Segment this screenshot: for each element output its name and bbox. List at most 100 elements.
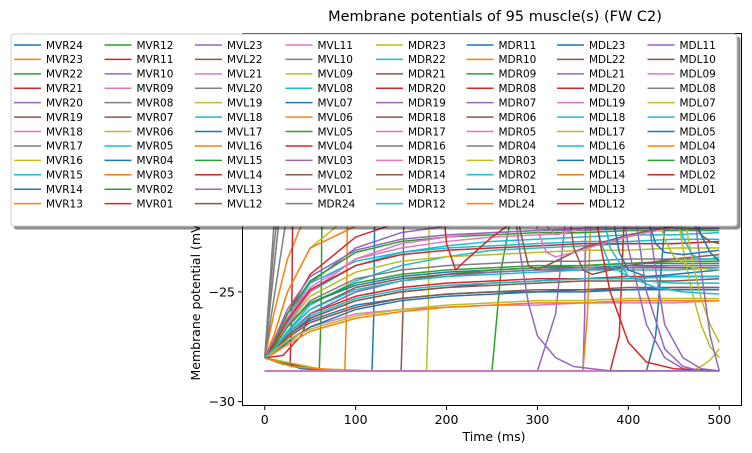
legend-label-mdl21: MDL21 bbox=[589, 69, 625, 81]
legend-label-mdl05: MDL05 bbox=[680, 126, 716, 138]
legend-label-mvl04: MVL04 bbox=[318, 141, 354, 153]
y-tick-label: −30 bbox=[209, 394, 235, 409]
legend-label-mvr14: MVR14 bbox=[46, 184, 83, 196]
legend-label-mdr11: MDR11 bbox=[499, 40, 537, 52]
legend-label-mdr15: MDR15 bbox=[408, 155, 446, 167]
legend-label-mdr10: MDR10 bbox=[499, 54, 537, 66]
series-line-mvl06 bbox=[264, 299, 720, 359]
x-tick-label: 500 bbox=[707, 412, 731, 427]
series-line-mvl03 bbox=[264, 227, 720, 359]
legend-label-mdr23: MDR23 bbox=[408, 40, 446, 52]
legend-label-mdl15: MDL15 bbox=[589, 155, 625, 167]
legend-box bbox=[10, 33, 738, 227]
legend-label-mvr09: MVR09 bbox=[137, 83, 174, 95]
legend-label-mvl20: MVL20 bbox=[227, 83, 262, 95]
legend-label-mdr04: MDR04 bbox=[499, 141, 537, 153]
legend-label-mvl15: MVL15 bbox=[227, 155, 262, 167]
legend-label-mvl23: MVL23 bbox=[227, 40, 262, 52]
x-tick-label: 200 bbox=[435, 412, 459, 427]
legend-label-mvr20: MVR20 bbox=[46, 97, 83, 109]
legend-label-mdl19: MDL19 bbox=[589, 97, 625, 109]
legend-label-mvl19: MVL19 bbox=[227, 97, 262, 109]
legend-label-mdl20: MDL20 bbox=[589, 83, 625, 95]
legend-label-mdr01: MDR01 bbox=[499, 184, 537, 196]
legend-label-mdl24: MDL24 bbox=[499, 198, 536, 210]
legend-label-mdl22: MDL22 bbox=[589, 54, 625, 66]
legend-label-mvr19: MVR19 bbox=[46, 112, 83, 124]
legend-label-mdr22: MDR22 bbox=[408, 54, 446, 66]
legend-label-mvr01: MVR01 bbox=[137, 198, 174, 210]
legend-label-mdl16: MDL16 bbox=[589, 141, 626, 153]
x-tick-label: 300 bbox=[526, 412, 550, 427]
legend-label-mvr16: MVR16 bbox=[46, 155, 83, 167]
legend-label-mvl11: MVL11 bbox=[318, 40, 353, 52]
legend-label-mvl17: MVL17 bbox=[227, 126, 262, 138]
legend-label-mdl01: MDL01 bbox=[680, 184, 716, 196]
legend-label-mdl02: MDL02 bbox=[680, 170, 716, 182]
series-line-mdr23 bbox=[264, 297, 720, 359]
series-line-mvl02 bbox=[264, 277, 720, 359]
legend-label-mdr05: MDR05 bbox=[499, 126, 537, 138]
x-tick-label: 0 bbox=[261, 412, 269, 427]
legend-label-mvl18: MVL18 bbox=[227, 112, 262, 124]
legend-label-mdr20: MDR20 bbox=[408, 83, 446, 95]
legend-label-mdr13: MDR13 bbox=[408, 184, 446, 196]
legend-label-mdl18: MDL18 bbox=[589, 112, 625, 124]
legend-label-mvl10: MVL10 bbox=[318, 54, 353, 66]
legend-label-mvr02: MVR02 bbox=[137, 184, 174, 196]
legend-label-mvr15: MVR15 bbox=[46, 170, 83, 182]
x-tick-label: 100 bbox=[344, 412, 368, 427]
x-tick-label: 400 bbox=[616, 412, 640, 427]
y-tick-label: −25 bbox=[209, 284, 235, 299]
legend-label-mvl08: MVL08 bbox=[318, 83, 353, 95]
x-axis-label: Time (ms) bbox=[461, 429, 525, 444]
y-axis-label: Membrane potential (mV) bbox=[188, 219, 203, 380]
legend-label-mvr08: MVR08 bbox=[137, 97, 174, 109]
legend-label-mdl14: MDL14 bbox=[589, 170, 626, 182]
legend-label-mdl10: MDL10 bbox=[680, 54, 716, 66]
legend-label-mdr03: MDR03 bbox=[499, 155, 537, 167]
legend: MVR24 MVR23 MVR22 MVR21 MVR20 MVR19 MVR18 MVR17… bbox=[10, 33, 738, 227]
legend-label-mvl12: MVL12 bbox=[227, 198, 262, 210]
legend-label-mdr16: MDR16 bbox=[408, 141, 446, 153]
legend-label-mvl05: MVL05 bbox=[318, 126, 353, 138]
legend-label-mvl09: MVL09 bbox=[318, 69, 353, 81]
legend-label-mdl04: MDL04 bbox=[680, 141, 717, 153]
legend-label-mvl14: MVL14 bbox=[227, 170, 263, 182]
legend-label-mdr09: MDR09 bbox=[499, 69, 537, 81]
legend-label-mvr03: MVR03 bbox=[137, 170, 174, 182]
legend-label-mvr13: MVR13 bbox=[46, 198, 83, 210]
chart-title: Membrane potentials of 95 muscle(s) (FW … bbox=[328, 9, 662, 25]
legend-label-mdl11: MDL11 bbox=[680, 40, 716, 52]
legend-label-mvr21: MVR21 bbox=[46, 83, 83, 95]
series-line-mvl12 bbox=[264, 286, 720, 359]
legend-label-mvl02: MVL02 bbox=[318, 170, 353, 182]
legend-label-mdr19: MDR19 bbox=[408, 97, 446, 109]
legend-label-mdr12: MDR12 bbox=[408, 198, 446, 210]
legend-label-mvl21: MVL21 bbox=[227, 69, 262, 81]
legend-label-mvl13: MVL13 bbox=[227, 184, 262, 196]
legend-label-mdl13: MDL13 bbox=[589, 184, 625, 196]
legend-label-mvr23: MVR23 bbox=[46, 54, 83, 66]
legend-label-mvr05: MVR05 bbox=[137, 141, 174, 153]
legend-label-mdr08: MDR08 bbox=[499, 83, 537, 95]
legend-label-mvl06: MVL06 bbox=[318, 112, 354, 124]
legend-label-mvl07: MVL07 bbox=[318, 97, 353, 109]
legend-label-mvr18: MVR18 bbox=[46, 126, 83, 138]
series-line-mvl17 bbox=[264, 288, 720, 359]
legend-label-mvr11: MVR11 bbox=[137, 54, 174, 66]
legend-label-mdr17: MDR17 bbox=[408, 126, 446, 138]
legend-label-mdl12: MDL12 bbox=[589, 198, 625, 210]
legend-label-mvr17: MVR17 bbox=[46, 141, 83, 153]
legend-label-mdr02: MDR02 bbox=[499, 170, 537, 182]
legend-label-mvl01: MVL01 bbox=[318, 184, 353, 196]
legend-label-mdl06: MDL06 bbox=[680, 112, 717, 124]
legend-label-mvr24: MVR24 bbox=[46, 40, 83, 52]
legend-label-mdl08: MDL08 bbox=[680, 83, 716, 95]
legend-label-mdr21: MDR21 bbox=[408, 69, 446, 81]
legend-label-mdr24: MDR24 bbox=[318, 198, 356, 210]
legend-label-mdr07: MDR07 bbox=[499, 97, 537, 109]
legend-label-mvl16: MVL16 bbox=[227, 141, 263, 153]
series-line-mvl05 bbox=[264, 262, 720, 359]
